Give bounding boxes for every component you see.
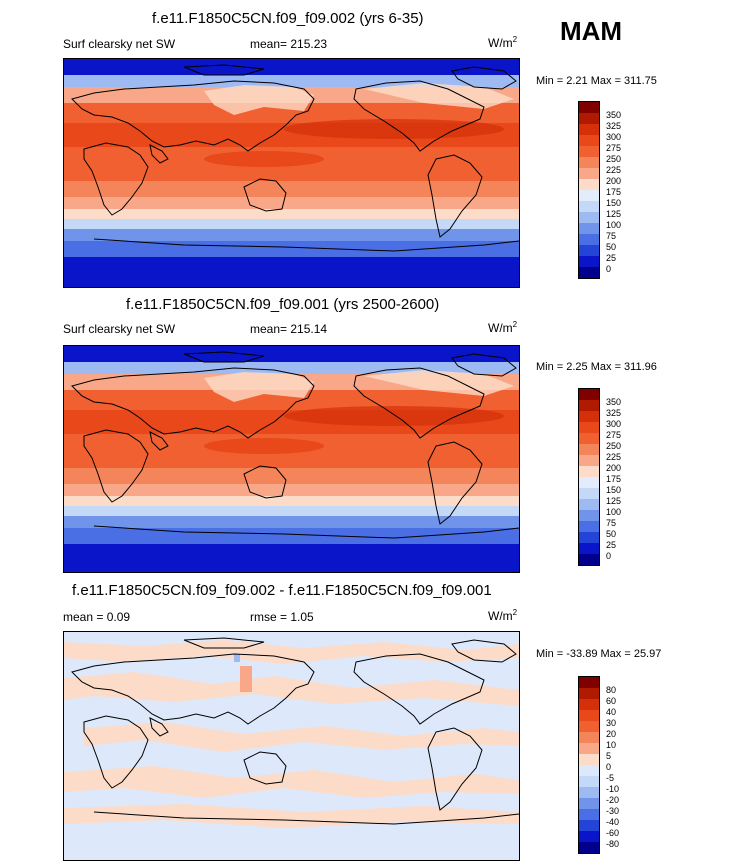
panel2-colorbar-tick: 225 bbox=[606, 452, 622, 462]
panel3-colorbar-tick: -30 bbox=[606, 806, 620, 816]
panel1-colorbar-tick: 225 bbox=[606, 165, 622, 175]
panel2-colorbar bbox=[578, 388, 600, 566]
panel1-colorbar-tick: 350 bbox=[606, 110, 622, 120]
panel3-colorbar-tick: 60 bbox=[606, 696, 617, 706]
panel1-title: f.e11.F1850C5CN.f09_f09.002 (yrs 6-35) bbox=[152, 10, 424, 27]
panel1-map bbox=[63, 58, 520, 288]
panel2-colorbar-tick: 300 bbox=[606, 419, 622, 429]
panel3-colorbar-tick: -40 bbox=[606, 817, 620, 827]
panel1-colorbar-tick: 0 bbox=[606, 264, 612, 274]
panel1-colorbar-tick: 150 bbox=[606, 198, 622, 208]
panel1-colorbar-tick: 125 bbox=[606, 209, 622, 219]
panel3-colorbar-tick: 40 bbox=[606, 707, 617, 717]
panel2-map bbox=[63, 345, 520, 573]
panel1-map-graphic bbox=[64, 59, 519, 287]
panel1-field-label: Surf clearsky net SW bbox=[63, 37, 176, 51]
panel2-units: W/m2 bbox=[488, 320, 518, 335]
panel1-colorbar-tick: 300 bbox=[606, 132, 622, 142]
panel3-colorbar-tick: 0 bbox=[606, 762, 612, 772]
panel3-colorbar-tick: -20 bbox=[606, 795, 620, 805]
panel3-colorbar-tick: 10 bbox=[606, 740, 617, 750]
panel1-colorbar-tick: 250 bbox=[606, 154, 622, 164]
season-label: MAM bbox=[560, 16, 623, 46]
panel1-colorbar-tick: 325 bbox=[606, 121, 622, 131]
panel3-mean: mean = 0.09 bbox=[63, 610, 131, 624]
panel3-colorbar-tick: 5 bbox=[606, 751, 612, 761]
panel2-minmax: Min = 2.25 Max = 311.96 bbox=[536, 361, 657, 373]
panel1-mean: mean= 215.23 bbox=[250, 37, 328, 51]
panel2-colorbar-tick: 275 bbox=[606, 430, 622, 440]
panel2-field-label: Surf clearsky net SW bbox=[63, 322, 176, 336]
panel2-colorbar-tick: 125 bbox=[606, 496, 622, 506]
panel3-map-graphic bbox=[64, 632, 519, 860]
panel3-colorbar-tick: -5 bbox=[606, 773, 615, 783]
panel1-colorbar-tick: 25 bbox=[606, 253, 617, 263]
panel3-colorbar-tick: -80 bbox=[606, 839, 620, 849]
panel2-map-graphic bbox=[64, 346, 519, 572]
panel2-colorbar-tick: 200 bbox=[606, 463, 622, 473]
panel3-map bbox=[63, 631, 520, 861]
panel3-colorbar-tick: -10 bbox=[606, 784, 620, 794]
panel2-colorbar-tick: 0 bbox=[606, 551, 612, 561]
panel2-colorbar-tick: 175 bbox=[606, 474, 622, 484]
panel2-title: f.e11.F1850C5CN.f09_f09.001 (yrs 2500-26… bbox=[126, 296, 440, 313]
panel1-units: W/m2 bbox=[488, 35, 518, 50]
panel1-colorbar-tick: 200 bbox=[606, 176, 622, 186]
panel3-units: W/m2 bbox=[488, 608, 518, 623]
panel2-mean: mean= 215.14 bbox=[250, 322, 328, 336]
panel2-colorbar-tick: 250 bbox=[606, 441, 622, 451]
panel2-colorbar-tick: 325 bbox=[606, 408, 622, 418]
panel2-colorbar-tick: 100 bbox=[606, 507, 622, 517]
panel1-colorbar-tick: 175 bbox=[606, 187, 622, 197]
panel2-colorbar-tick: 150 bbox=[606, 485, 622, 495]
panel1-colorbar-tick: 75 bbox=[606, 231, 617, 241]
panel3-colorbar-tick: 20 bbox=[606, 729, 617, 739]
panel2-colorbar-tick: 350 bbox=[606, 397, 622, 407]
panel1-colorbar-tick: 275 bbox=[606, 143, 622, 153]
panel1-colorbar bbox=[578, 101, 600, 279]
panel3-minmax: Min = -33.89 Max = 25.97 bbox=[536, 648, 662, 660]
panel2-colorbar-tick: 25 bbox=[606, 540, 617, 550]
panel2-colorbar-tick: 50 bbox=[606, 529, 617, 539]
panel3-colorbar-tick: -60 bbox=[606, 828, 620, 838]
panel3-title: f.e11.F1850C5CN.f09_f09.002 - f.e11.F185… bbox=[72, 582, 492, 599]
panel3-colorbar-tick: 30 bbox=[606, 718, 617, 728]
panel1-colorbar-tick: 50 bbox=[606, 242, 617, 252]
panel3-colorbar-tick: 80 bbox=[606, 685, 617, 695]
panel1-colorbar-tick: 100 bbox=[606, 220, 622, 230]
panel3-rmse: rmse = 1.05 bbox=[250, 610, 314, 624]
panel2-colorbar-tick: 75 bbox=[606, 518, 617, 528]
panel1-minmax: Min = 2.21 Max = 311.75 bbox=[536, 75, 657, 87]
panel3-colorbar bbox=[578, 676, 600, 854]
